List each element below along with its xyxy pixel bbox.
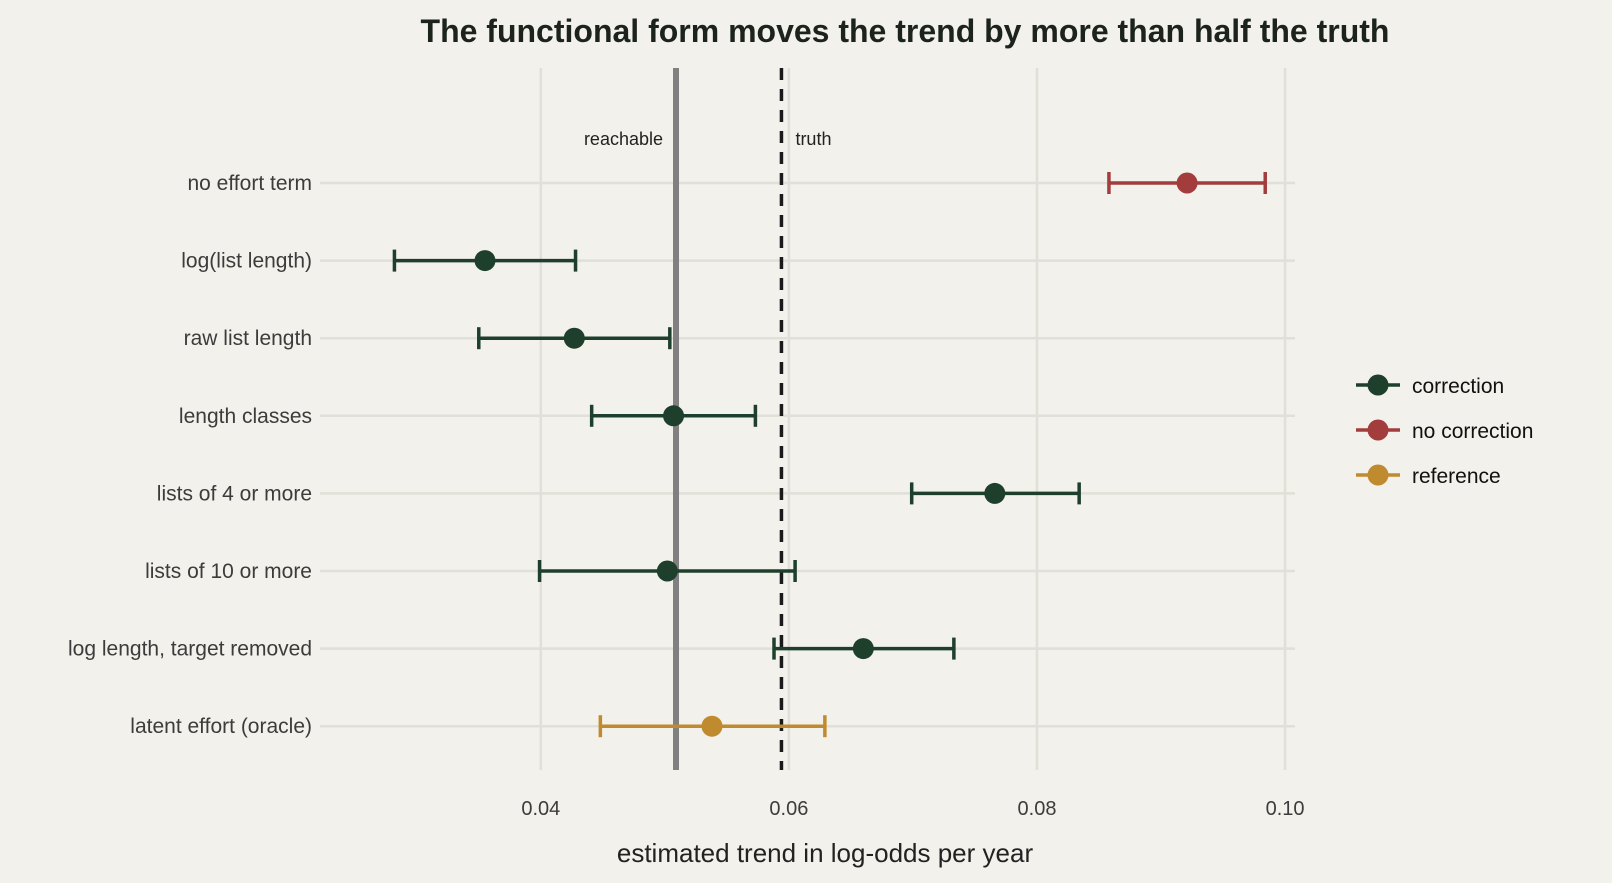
y-tick-label: raw list length xyxy=(184,327,312,350)
legend-label: no correction xyxy=(1412,420,1533,443)
y-tick-label: no effort term xyxy=(187,172,312,195)
estimate-point xyxy=(563,327,585,349)
x-axis-title: estimated trend in log-odds per year xyxy=(617,838,1034,868)
estimate-marks xyxy=(392,172,1267,738)
estimate-point xyxy=(663,405,685,427)
y-tick-label: length classes xyxy=(179,405,312,428)
reachable-line-label: reachable xyxy=(584,129,663,149)
legend-label: correction xyxy=(1412,375,1504,398)
estimate-point xyxy=(852,638,874,660)
truth-line-label: truth xyxy=(795,129,831,149)
y-tick-label: lists of 4 or more xyxy=(157,482,312,505)
estimate-point xyxy=(474,250,496,272)
x-tick-label: 0.06 xyxy=(769,798,808,820)
reference-lines: reachable truth xyxy=(584,68,831,770)
y-tick-labels: no effort term log(list length) raw list l… xyxy=(68,172,312,738)
y-tick-label: lists of 10 or more xyxy=(145,560,312,583)
legend-label: reference xyxy=(1412,465,1501,488)
estimate-point xyxy=(984,482,1006,504)
x-tick-label: 0.04 xyxy=(521,798,560,820)
x-tick-label: 0.10 xyxy=(1266,798,1305,820)
estimate-point xyxy=(701,715,723,737)
chart-title: The functional form moves the trend by m… xyxy=(421,13,1390,49)
legend: correction no correction reference xyxy=(1356,374,1533,488)
y-tick-label: log length, target removed xyxy=(68,638,312,661)
y-tick-label: log(list length) xyxy=(181,250,312,273)
legend-key-marker xyxy=(1367,374,1389,396)
x-tick-label: 0.08 xyxy=(1018,798,1057,820)
x-tick-labels: 0.04 0.06 0.08 0.10 xyxy=(521,798,1304,820)
legend-key-marker xyxy=(1367,464,1389,486)
estimate-point xyxy=(656,560,678,582)
estimate-point xyxy=(1176,172,1198,194)
y-tick-label: latent effort (oracle) xyxy=(130,715,312,738)
legend-key-marker xyxy=(1367,419,1389,441)
grid xyxy=(320,68,1295,770)
